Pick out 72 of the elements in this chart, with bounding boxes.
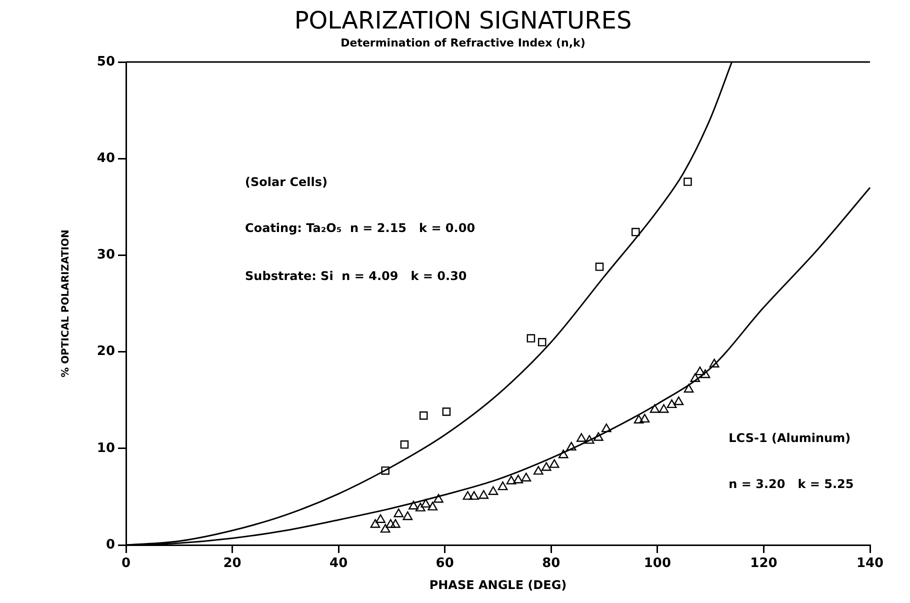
point bbox=[428, 502, 438, 510]
x-tick-label: 40 bbox=[330, 556, 348, 572]
x-axis-title: PHASE ANGLE (DEG) bbox=[429, 578, 567, 592]
y-tick-label: 0 bbox=[106, 537, 115, 552]
point bbox=[419, 411, 428, 420]
point bbox=[700, 369, 710, 378]
chart-subtitle: Determination of Refractive Index (n,k) bbox=[340, 36, 586, 50]
point bbox=[513, 474, 524, 484]
point bbox=[488, 486, 498, 495]
point bbox=[566, 442, 576, 451]
y-tick-label: 50 bbox=[96, 54, 115, 70]
y-tick-label: 10 bbox=[96, 440, 115, 456]
point bbox=[666, 399, 677, 408]
annotation: (Solar Cells) bbox=[245, 174, 328, 189]
point bbox=[526, 334, 536, 342]
point bbox=[640, 414, 650, 423]
point bbox=[674, 396, 684, 406]
point bbox=[595, 262, 604, 271]
point bbox=[400, 440, 409, 449]
point bbox=[462, 491, 473, 500]
point bbox=[558, 450, 568, 458]
point bbox=[634, 414, 644, 424]
y-axis-title: % OPTICAL POLARIZATION bbox=[60, 230, 72, 378]
point bbox=[695, 366, 705, 376]
point bbox=[478, 490, 489, 499]
x-tick-label: 0 bbox=[121, 556, 131, 572]
point bbox=[709, 358, 720, 368]
point bbox=[394, 508, 404, 518]
x-tick-label: 100 bbox=[644, 556, 671, 572]
point bbox=[533, 466, 544, 475]
point bbox=[380, 524, 390, 533]
annotation: Coating: Ta₂O₅ n = 2.15 k = 0.00 bbox=[245, 220, 476, 235]
point bbox=[370, 519, 380, 528]
point bbox=[469, 491, 480, 500]
x-tick-label: 80 bbox=[542, 556, 560, 572]
point bbox=[576, 433, 586, 442]
y-tick-label: 20 bbox=[96, 344, 115, 360]
point bbox=[506, 476, 516, 484]
x-tick-label: 120 bbox=[750, 556, 778, 572]
point bbox=[434, 494, 444, 503]
point bbox=[632, 228, 640, 236]
point bbox=[690, 373, 700, 382]
point bbox=[402, 511, 413, 520]
point bbox=[521, 472, 532, 482]
point bbox=[390, 519, 400, 528]
x-tick-label: 140 bbox=[856, 556, 884, 572]
point bbox=[498, 481, 508, 490]
point bbox=[658, 404, 669, 413]
x-tick-label: 20 bbox=[223, 556, 242, 572]
point bbox=[601, 423, 612, 432]
x-tick-label: 60 bbox=[436, 556, 454, 572]
point bbox=[684, 178, 692, 186]
point bbox=[549, 459, 560, 468]
point bbox=[376, 514, 386, 523]
point bbox=[684, 384, 694, 393]
point bbox=[442, 408, 451, 416]
point bbox=[381, 466, 390, 475]
point bbox=[594, 432, 604, 441]
annotation: Substrate: Si n = 4.09 k = 0.30 bbox=[245, 269, 467, 284]
point bbox=[584, 435, 594, 444]
point bbox=[650, 404, 660, 413]
point bbox=[415, 502, 426, 512]
point bbox=[386, 519, 396, 528]
y-tick-label: 30 bbox=[96, 248, 115, 263]
point bbox=[538, 338, 546, 346]
chart-title: POLARIZATION SIGNATURES bbox=[294, 6, 632, 35]
point bbox=[408, 500, 418, 510]
point bbox=[420, 498, 431, 508]
point bbox=[541, 462, 552, 471]
annotation: n = 3.20 k = 5.25 bbox=[728, 476, 854, 491]
y-tick-label: 40 bbox=[96, 150, 115, 166]
annotation: LCS-1 (Aluminum) bbox=[728, 430, 851, 445]
